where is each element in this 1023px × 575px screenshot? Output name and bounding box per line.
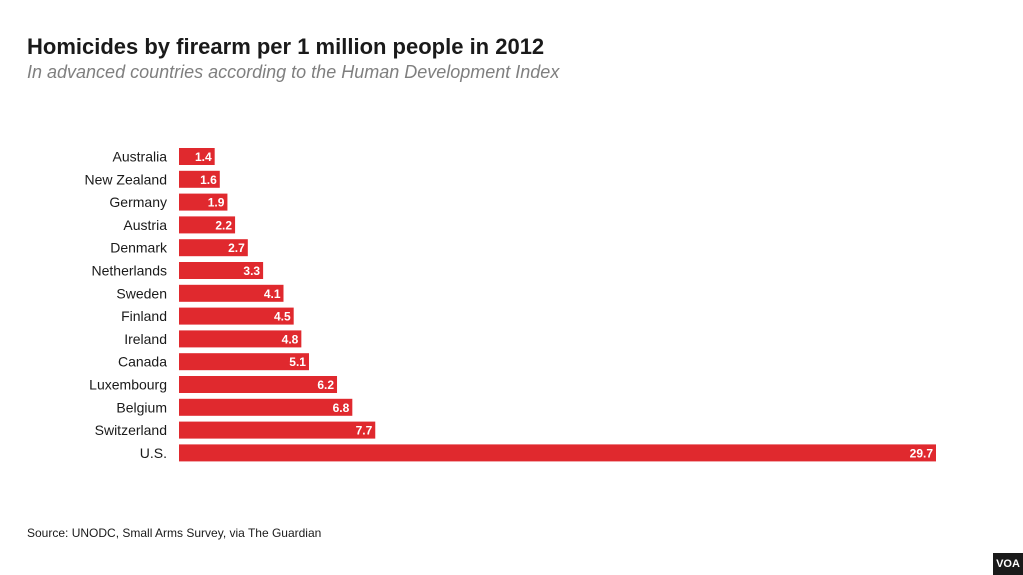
voa-logo: VOA: [993, 553, 1023, 575]
bar-denmark: [179, 239, 248, 257]
bar-new-zealand: [179, 170, 220, 188]
category-label: Australia: [113, 149, 168, 165]
category-label: Finland: [121, 308, 167, 324]
value-label: 3.3: [243, 264, 260, 278]
bar-australia: [179, 148, 215, 165]
chart-title: Homicides by firearm per 1 million peopl…: [27, 34, 545, 59]
bar-luxembourg: [179, 376, 338, 393]
bar-netherlands: [179, 262, 264, 279]
category-label: Austria: [123, 217, 167, 233]
bar-finland: [179, 307, 294, 325]
bar-switzerland: [179, 421, 376, 439]
bar-canada: [179, 353, 309, 371]
value-label: 1.4: [195, 150, 212, 164]
category-label: U.S.: [140, 445, 167, 461]
bar-germany: [179, 193, 228, 211]
value-label: 5.1: [289, 355, 306, 369]
bar-ireland: [179, 330, 302, 348]
category-label: Denmark: [110, 240, 168, 256]
category-label: Belgium: [116, 399, 167, 415]
category-label: Netherlands: [92, 263, 168, 279]
bar-u-s: [179, 444, 936, 462]
value-label: 29.7: [910, 446, 934, 460]
value-label: 2.2: [215, 218, 232, 232]
category-label: Germany: [109, 194, 167, 210]
category-label: Ireland: [124, 331, 167, 347]
category-label: Sweden: [116, 285, 167, 301]
category-label: Switzerland: [95, 422, 167, 438]
bar-austria: [179, 216, 236, 234]
value-label: 7.7: [356, 424, 373, 438]
category-label: New Zealand: [85, 171, 168, 187]
category-label: Canada: [118, 354, 167, 370]
value-label: 4.8: [282, 332, 299, 346]
value-label: 1.9: [208, 196, 225, 210]
category-label: Luxembourg: [89, 377, 167, 393]
bar-sweden: [179, 284, 284, 302]
value-label: 6.8: [333, 401, 350, 415]
value-label: 1.6: [200, 173, 217, 187]
source-note: Source: UNODC, Small Arms Survey, via Th…: [27, 526, 322, 540]
value-label: 6.2: [317, 378, 334, 392]
chart-subtitle: In advanced countries according to the H…: [27, 62, 560, 82]
value-label: 2.7: [228, 241, 245, 255]
bar-belgium: [179, 398, 353, 416]
value-label: 4.1: [264, 287, 281, 301]
value-label: 4.5: [274, 310, 291, 324]
